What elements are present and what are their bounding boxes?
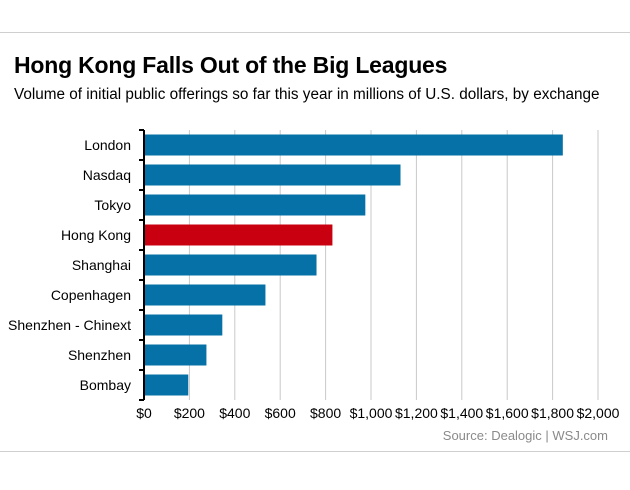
category-label: Tokyo bbox=[94, 197, 131, 213]
bar-shenzhen bbox=[144, 344, 207, 366]
x-tick-label: $0 bbox=[136, 405, 152, 421]
x-tick-label: $1,600 bbox=[486, 405, 529, 421]
category-label: Shenzhen bbox=[68, 347, 131, 363]
x-tick-label: $1,000 bbox=[350, 405, 393, 421]
axes bbox=[139, 129, 145, 401]
x-tick-label: $1,800 bbox=[531, 405, 574, 421]
bar-shanghai bbox=[144, 254, 317, 276]
bar-nasdaq bbox=[144, 164, 401, 186]
bar-london bbox=[144, 134, 563, 156]
bar-tokyo bbox=[144, 194, 366, 216]
bar-hong-kong bbox=[144, 224, 333, 246]
bars bbox=[144, 134, 563, 396]
top-rule bbox=[0, 32, 630, 33]
bottom-rule bbox=[0, 451, 630, 452]
source-note: Source: Dealogic | WSJ.com bbox=[442, 428, 608, 443]
chart-title: Hong Kong Falls Out of the Big Leagues bbox=[14, 52, 448, 78]
category-label: Nasdaq bbox=[83, 167, 131, 183]
bar-shenzhen-chinext bbox=[144, 314, 223, 336]
x-tick-label: $600 bbox=[265, 405, 296, 421]
x-tick-label: $2,000 bbox=[577, 405, 620, 421]
category-label: London bbox=[84, 137, 131, 153]
x-tick-label: $400 bbox=[219, 405, 250, 421]
category-label: Shanghai bbox=[72, 257, 131, 273]
chart-subtitle: Volume of initial public offerings so fa… bbox=[14, 86, 600, 103]
x-tick-label: $200 bbox=[174, 405, 205, 421]
x-tick-label: $1,400 bbox=[440, 405, 483, 421]
x-tick-label: $800 bbox=[310, 405, 341, 421]
x-tick-label: $1,200 bbox=[395, 405, 438, 421]
bar-bombay bbox=[144, 374, 189, 396]
category-label: Shenzhen - Chinext bbox=[8, 317, 131, 333]
bar-copenhagen bbox=[144, 284, 266, 306]
category-labels: London Nasdaq Tokyo Hong Kong Shanghai Copenh… bbox=[8, 137, 131, 393]
category-label: Hong Kong bbox=[61, 227, 131, 243]
category-label: Bombay bbox=[80, 377, 131, 393]
tick-labels: $0 $200 $400 $600 $800 $1,000 $1,200 $1,400 $1,6… bbox=[136, 405, 619, 421]
category-label: Copenhagen bbox=[51, 287, 131, 303]
